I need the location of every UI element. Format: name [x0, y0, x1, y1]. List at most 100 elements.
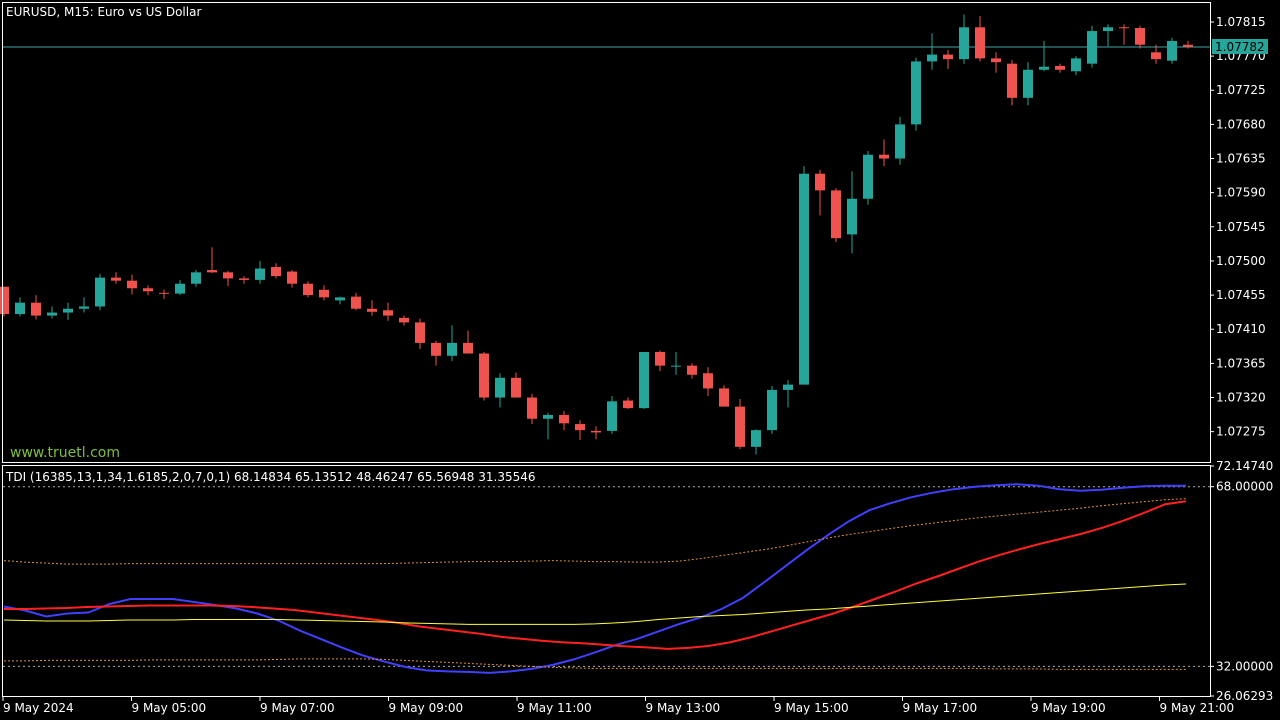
- candle-body: [799, 173, 809, 385]
- candle-body: [0, 286, 9, 315]
- candle-body: [351, 296, 361, 309]
- candle-bearish: [431, 340, 441, 366]
- candle-body: [703, 373, 713, 389]
- candle-bearish: [287, 270, 297, 288]
- candle-bullish: [1103, 24, 1113, 47]
- candle-body: [591, 430, 601, 433]
- candle-body: [1135, 28, 1145, 45]
- candle-body: [239, 278, 249, 280]
- candle-bullish: [335, 296, 345, 305]
- candle-body: [367, 308, 377, 312]
- price-tick-label: 1.07500: [1216, 254, 1266, 268]
- candle-bullish: [1087, 25, 1097, 68]
- candle-body: [127, 280, 137, 289]
- candle-body: [415, 322, 425, 343]
- time-tick-label: 9 May 13:00: [646, 701, 721, 715]
- candle-body: [879, 154, 889, 159]
- candle-bearish: [1007, 59, 1017, 106]
- candle-body: [1087, 31, 1097, 64]
- candle-body: [1007, 63, 1017, 98]
- candle-body: [223, 272, 233, 279]
- candle-bearish: [703, 367, 713, 396]
- candle-bearish: [879, 139, 889, 167]
- candle-body: [383, 310, 393, 316]
- candle-body: [543, 414, 553, 419]
- candle-bearish: [319, 285, 329, 301]
- candle-bullish: [1071, 56, 1081, 76]
- candle-bearish: [1151, 44, 1161, 64]
- candle-body: [815, 173, 825, 191]
- candle-body: [495, 377, 505, 398]
- candle-body: [847, 198, 857, 235]
- tdi-series-2: [3, 583, 1187, 625]
- candle-body: [191, 272, 201, 284]
- candle-bearish: [399, 315, 409, 326]
- time-tick-label: 9 May 09:00: [389, 701, 464, 715]
- candle-bullish: [175, 279, 185, 296]
- candle-bearish: [271, 263, 281, 279]
- candle-body: [447, 342, 457, 356]
- candle-bearish: [415, 318, 425, 349]
- candle-body: [79, 306, 89, 309]
- candle-body: [1039, 66, 1049, 70]
- candle-bearish: [1055, 63, 1065, 73]
- candle-body: [1055, 65, 1065, 70]
- candle-body: [31, 302, 41, 316]
- time-tick-label: 9 May 17:00: [903, 701, 978, 715]
- time-tick-label: 9 May 21:00: [1160, 701, 1235, 715]
- candle-body: [527, 397, 537, 419]
- value-tick-label: 68.00000: [1216, 480, 1273, 494]
- time-tick-label: 9 May 11:00: [517, 701, 592, 715]
- candle-body: [911, 61, 921, 125]
- candle-bearish: [479, 351, 489, 401]
- current-price-label: 1.07782: [1215, 40, 1265, 54]
- indicator-frame[interactable]: [2, 465, 1211, 697]
- main-chart-frame[interactable]: [2, 2, 1211, 463]
- candle-bullish: [63, 302, 73, 321]
- candle-bullish: [959, 14, 969, 64]
- candle-bullish: [1039, 40, 1049, 72]
- candle-body: [511, 377, 521, 398]
- candle-body: [1023, 69, 1033, 98]
- candle-body: [399, 317, 409, 323]
- candle-bearish: [159, 289, 169, 299]
- candle-body: [335, 297, 345, 301]
- time-tick-label: 9 May 05:00: [132, 701, 207, 715]
- candle-bearish: [207, 247, 217, 274]
- candle-body: [687, 365, 697, 375]
- candle-body: [959, 27, 969, 60]
- candle-body: [575, 424, 585, 431]
- candle-body: [47, 312, 57, 316]
- candle-body: [783, 384, 793, 390]
- candle-body: [1183, 44, 1193, 48]
- candle-bullish: [495, 373, 505, 408]
- chart-title: EURUSD, M15: Euro vs US Dollar: [6, 5, 201, 19]
- time-tick-label: 9 May 2024: [3, 701, 74, 715]
- candle-bullish: [255, 260, 265, 284]
- candle-body: [943, 54, 953, 60]
- time-tick-label: 9 May 15:00: [774, 701, 849, 715]
- candle-body: [735, 406, 745, 447]
- candle-bullish: [191, 270, 201, 287]
- candle-body: [479, 353, 489, 398]
- axes-layer: 1.078151.077701.077251.076801.076351.075…: [2, 15, 1273, 715]
- candle-bearish: [127, 274, 137, 295]
- candle-bullish: [671, 351, 681, 375]
- candle-body: [303, 283, 313, 296]
- price-tick-label: 1.07275: [1216, 425, 1266, 439]
- candle-bearish: [31, 295, 41, 320]
- candle-bearish: [527, 393, 537, 425]
- candle-body: [207, 270, 217, 273]
- time-tick-label: 9 May 19:00: [1031, 701, 1106, 715]
- candle-body: [255, 268, 265, 280]
- candle-body: [1167, 40, 1177, 61]
- candle-bearish: [511, 372, 521, 398]
- candle-body: [111, 277, 121, 281]
- candle-bearish: [623, 397, 633, 409]
- candle-body: [15, 302, 25, 315]
- candle-bearish: [351, 292, 361, 311]
- candle-body: [1071, 58, 1081, 72]
- value-tick-label: 72.14740: [1216, 459, 1273, 473]
- watermark: www.truetl.com: [10, 445, 120, 461]
- candle-body: [607, 401, 617, 431]
